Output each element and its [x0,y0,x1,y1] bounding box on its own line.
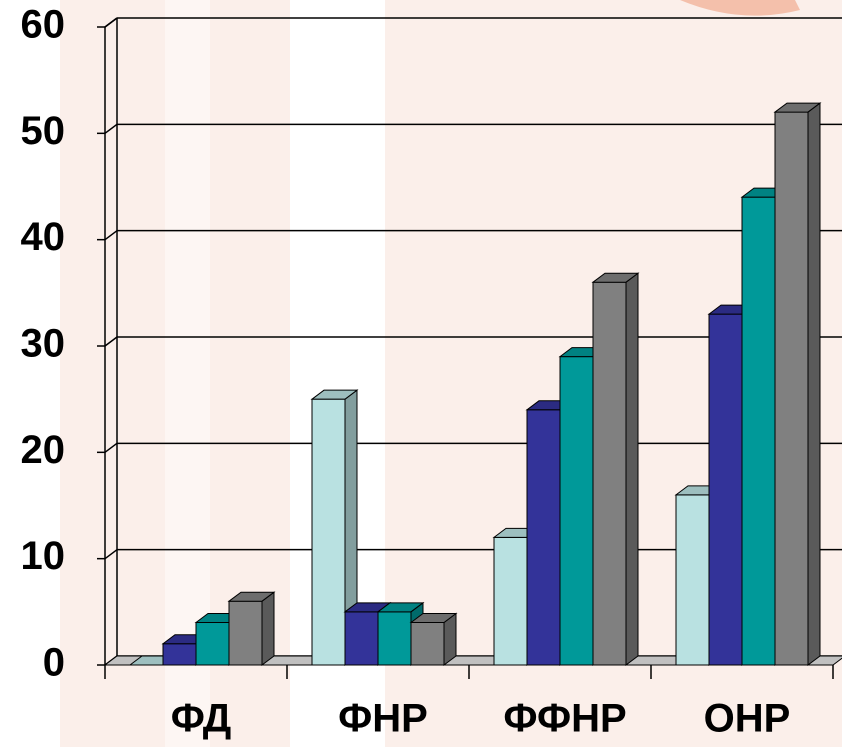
y-tick-label: 40 [21,215,66,259]
plot: 0 10 20 30 40 50 60 ФД ФНР ФФНР ОНР [21,3,842,741]
bar [344,611,379,666]
x-tick-label: ФД [171,697,232,741]
bar [559,356,594,666]
grid-line [104,549,118,560]
bar-top [310,389,359,400]
x-tick-label: ФФНР [503,697,626,741]
y-tick-label: 50 [21,109,66,153]
bar [228,600,263,666]
bar [741,196,776,666]
bar [526,409,561,666]
y-tick-label: 60 [21,3,66,47]
bar [592,281,627,666]
decoration [680,0,800,16]
bar [377,611,412,666]
x-tick-label: ФНР [338,697,428,741]
grid-line [104,442,118,453]
y-tick-label: 30 [21,322,66,366]
bar-top [227,591,276,602]
bar-top [376,602,425,613]
bar-top [773,102,822,113]
bar-side [261,591,275,666]
grid-line [104,336,118,347]
grid-line [104,17,118,28]
bar-side [807,102,821,666]
bar [675,494,710,666]
x-tick-label: ОНР [704,697,791,741]
bar [774,111,809,666]
grid-line [104,123,118,134]
bar-side [625,272,639,666]
y-tick-label: 0 [43,641,65,685]
background-stripe [0,0,60,747]
bar-top [409,612,458,623]
grid-line [104,230,118,241]
bar [195,621,230,666]
y-tick-label: 20 [21,428,66,472]
bar [162,643,197,666]
bar [493,536,528,666]
bar [311,398,346,666]
bar [410,621,445,666]
y-tick-label: 10 [21,534,66,578]
bar-top [591,272,640,283]
bar [708,313,743,666]
